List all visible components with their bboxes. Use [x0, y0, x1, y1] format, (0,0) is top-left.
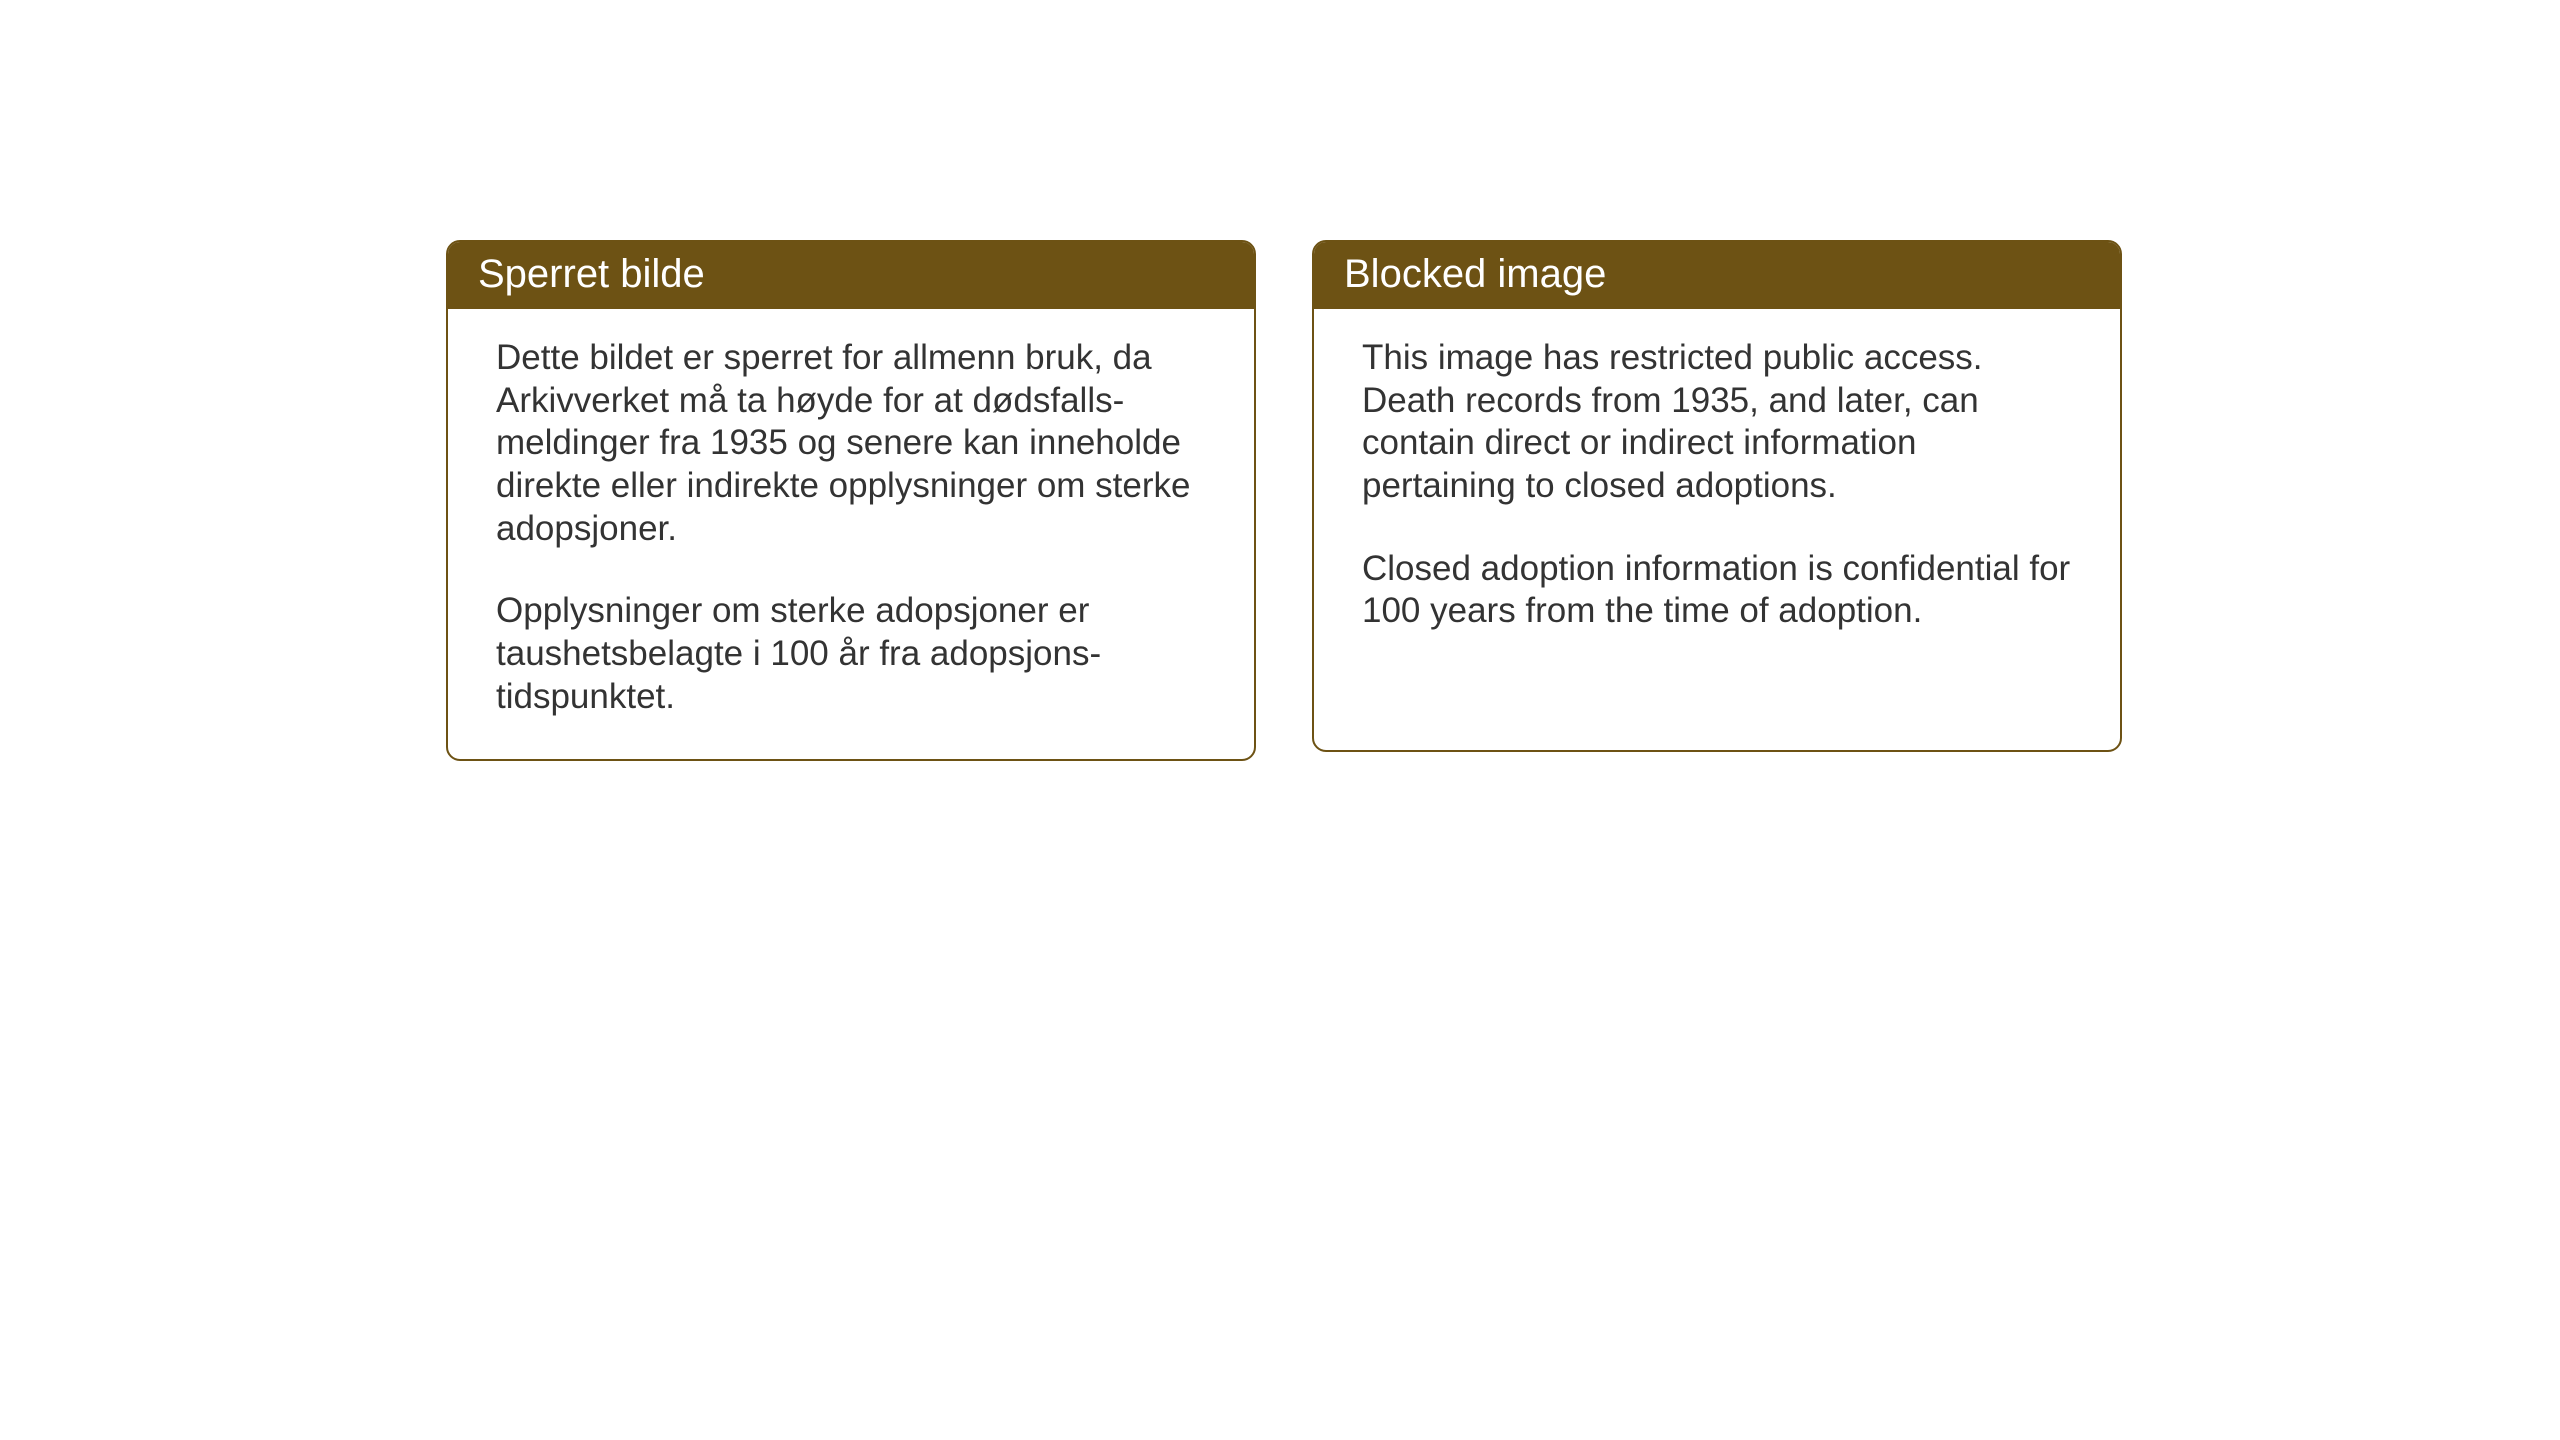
- card-paragraph-english-2: Closed adoption information is confident…: [1362, 548, 2072, 633]
- card-title-english: Blocked image: [1344, 252, 1606, 296]
- notice-card-norwegian: Sperret bilde Dette bildet er sperret fo…: [446, 240, 1256, 761]
- card-header-english: Blocked image: [1314, 242, 2120, 309]
- card-body-norwegian: Dette bildet er sperret for allmenn bruk…: [448, 309, 1254, 759]
- card-header-norwegian: Sperret bilde: [448, 242, 1254, 309]
- card-paragraph-english-1: This image has restricted public access.…: [1362, 337, 2072, 508]
- card-title-norwegian: Sperret bilde: [478, 252, 705, 296]
- card-paragraph-norwegian-1: Dette bildet er sperret for allmenn bruk…: [496, 337, 1206, 550]
- notice-card-english: Blocked image This image has restricted …: [1312, 240, 2122, 752]
- card-paragraph-norwegian-2: Opplysninger om sterke adopsjoner er tau…: [496, 590, 1206, 718]
- notice-container: Sperret bilde Dette bildet er sperret fo…: [446, 240, 2122, 761]
- card-body-english: This image has restricted public access.…: [1314, 309, 2120, 673]
